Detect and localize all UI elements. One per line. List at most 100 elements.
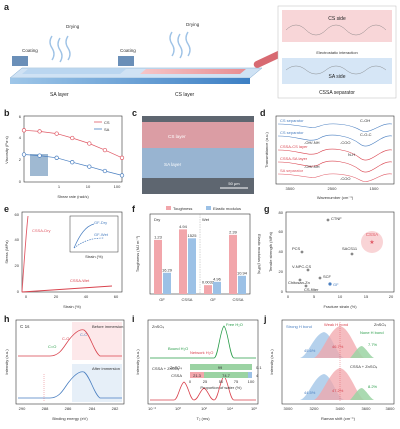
i-tick-5: 10⁶ bbox=[251, 406, 257, 411]
step-coating-1: Coating bbox=[22, 48, 38, 53]
f-value-label: 2.39 bbox=[229, 229, 238, 234]
j-label-strong: Strong H bond bbox=[286, 324, 312, 329]
b-legend-cs: CS bbox=[104, 120, 110, 125]
f-bar-toughness-2 bbox=[179, 229, 187, 294]
j-bottom-none: 8.2% bbox=[368, 384, 378, 389]
b-point-sa bbox=[54, 155, 59, 160]
cssa-dry-curve bbox=[21, 215, 29, 293]
d-annot-7: -COO bbox=[340, 176, 350, 181]
f-value-label: 0.0032 bbox=[202, 280, 215, 285]
i-tick-4: 10⁴ bbox=[227, 406, 233, 411]
fabrication-schematic: CS side Electrostatic interaction SA sid… bbox=[9, 5, 397, 99]
viscosity-chart: Viscosity (Pa·s) Shear rate (rad/s) CS S… bbox=[4, 114, 125, 199]
cs-layer-band bbox=[142, 122, 254, 148]
cs-side-region bbox=[282, 10, 392, 42]
e-xlabel: Strain (%) bbox=[63, 304, 81, 309]
j-bottom-weak: 47.2% bbox=[332, 388, 344, 393]
step-drying-2: Drying bbox=[186, 22, 200, 27]
b-point-cs bbox=[119, 155, 125, 160]
i-tick-1: 10⁻² bbox=[148, 406, 157, 411]
g-pt-ctnf: CTNF bbox=[331, 216, 342, 221]
h-tick-286: 286 bbox=[65, 406, 72, 411]
water-proportion-bar: ZnSO₄ CSSA 99 0.1 21.3 74.7 4 Proportion… bbox=[170, 364, 262, 390]
b-point-sa bbox=[87, 164, 92, 169]
panel-g: g Tensile strength (MPa) Fracture strain… bbox=[264, 204, 400, 312]
i-label-znso4: ZnSO₄ bbox=[152, 324, 164, 329]
panel-e: e Stress (MPa) Strain (%) CSSA-Dry CSSA-… bbox=[0, 204, 130, 312]
e-inset-gf-wet: GF-Wet bbox=[94, 232, 109, 237]
h-title: C 1s bbox=[20, 324, 30, 329]
e-tick-y-0: 0 bbox=[17, 289, 20, 294]
g-tick-y-40: 40 bbox=[279, 249, 284, 254]
e-tick-x-20: 20 bbox=[54, 294, 59, 299]
j-bottom-strong: 44.5% bbox=[304, 390, 316, 395]
j-xlabel: Raman shift (cm⁻¹) bbox=[321, 416, 356, 421]
d-legend-3: CSSA-CS layer bbox=[280, 144, 308, 149]
f-cat-3: GF bbox=[210, 297, 216, 302]
f-bar-modulus-1 bbox=[163, 272, 171, 294]
j-tick-3800: 3800 bbox=[386, 406, 396, 411]
e-tick-x-0: 0 bbox=[25, 294, 28, 299]
b-point-sa bbox=[37, 153, 42, 158]
j-tick-3400: 3400 bbox=[336, 406, 346, 411]
j-tick-3000: 3000 bbox=[284, 406, 294, 411]
panel-i: i Intensity (a.u.) T₂ (ms) ZnSO₄ Free H₂… bbox=[130, 314, 264, 424]
g-tick-x-0: 0 bbox=[287, 294, 290, 299]
f-legend-modulus: Elastic modulus bbox=[213, 206, 241, 211]
g-tick-y-60: 60 bbox=[279, 229, 284, 234]
cs-side-label: CS side bbox=[328, 16, 346, 22]
h-tick-290: 290 bbox=[19, 406, 26, 411]
i-bar-row-1: ZnSO₄ bbox=[170, 365, 182, 370]
h-peak-co: C=O bbox=[48, 344, 56, 349]
i-tick-3: 10² bbox=[201, 406, 207, 411]
d-annot-3: -OH/-NH bbox=[304, 140, 320, 145]
j-label-none: None H bond bbox=[360, 330, 384, 335]
h-xlabel: Binding energy (eV) bbox=[52, 416, 88, 421]
e-tick-y-60: 60 bbox=[15, 212, 20, 217]
panel-d: d Transmittance (a.u.) Wavenumber (cm⁻¹)… bbox=[260, 108, 400, 202]
panel-label-i: i bbox=[132, 314, 135, 324]
d-annot-4: -COO bbox=[340, 140, 350, 145]
i-bar-v-3: 21.3 bbox=[193, 373, 202, 378]
h-peak-cc: C-C bbox=[80, 332, 87, 337]
f-value-label: 1.23 bbox=[154, 234, 163, 239]
panel-label-d: d bbox=[260, 108, 266, 118]
g-ylabel: Tensile strength (MPa) bbox=[268, 231, 273, 272]
f-value-label: 16.29 bbox=[162, 267, 173, 272]
panel-label-e: e bbox=[4, 204, 10, 214]
b-tick-y-2: 2 bbox=[19, 157, 22, 162]
d-annot-1: C-OH bbox=[360, 118, 370, 123]
b-point-sa bbox=[21, 152, 27, 157]
panel-label-j: j bbox=[264, 314, 267, 324]
g-pt-csfilter: CS-filter bbox=[304, 287, 319, 292]
i-label-bound: Bound H₂O bbox=[168, 346, 188, 351]
h-label-before: Before immersion bbox=[92, 324, 123, 329]
i-bar-tick-75: 75 bbox=[234, 379, 239, 384]
panel-c: c CS layer SA layer 50 μm bbox=[130, 108, 260, 202]
d-tick-3500: 3500 bbox=[286, 186, 296, 191]
b-point-cs bbox=[21, 128, 27, 133]
xps-chart: Intensity (a.u.) Binding energy (eV) C 1… bbox=[4, 319, 125, 421]
b-point-cs bbox=[70, 135, 75, 141]
electrostatic-label: Electrostatic interaction bbox=[316, 50, 357, 55]
b-legend-sa: SA bbox=[104, 127, 110, 132]
coating-blade-1 bbox=[12, 56, 28, 66]
toughness-modulus-chart: Toughness (MJ m⁻³) Elastic modulus (MPa)… bbox=[135, 206, 262, 302]
panel-f: f Toughness (MJ m⁻³) Elastic modulus (MP… bbox=[130, 204, 264, 312]
scale-bar-label: 50 μm bbox=[228, 181, 240, 186]
d-annot-5: N-H bbox=[348, 152, 355, 157]
f-value-label: 1525 bbox=[188, 233, 198, 238]
f-bar-toughness-1 bbox=[154, 239, 162, 294]
g-pt-sacs11: SACS11 bbox=[342, 246, 358, 251]
j-top-strong: 45.6% bbox=[304, 348, 316, 353]
panel-label-h: h bbox=[4, 314, 10, 324]
i-bar-tick-0: 0 bbox=[189, 379, 192, 384]
i-bar-v-1: 99 bbox=[218, 365, 223, 370]
g-tick-x-10: 10 bbox=[338, 294, 343, 299]
i-label-cssa: CSSA + ZnSO₄ bbox=[152, 366, 180, 371]
raman-chart: Intensity (a.u.) Raman shift (cm⁻¹) Stro… bbox=[269, 319, 396, 421]
f-value-label: 4.96 bbox=[213, 276, 222, 281]
i-bar-row-2: CSSA bbox=[171, 373, 182, 378]
e-tick-x-40: 40 bbox=[84, 294, 89, 299]
h-tick-288: 288 bbox=[42, 406, 49, 411]
